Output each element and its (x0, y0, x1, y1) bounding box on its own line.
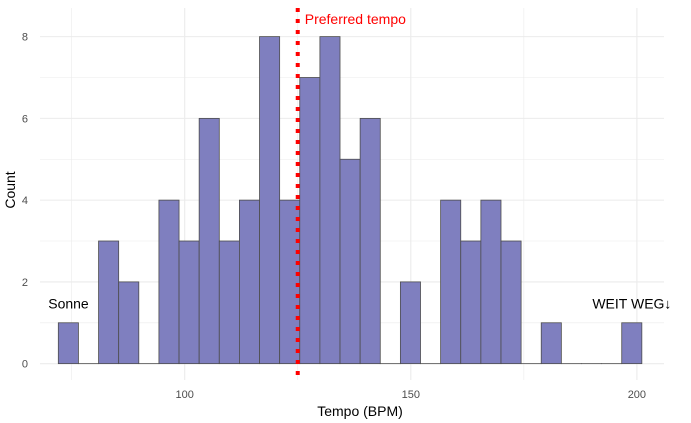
histogram-bar-14 (340, 159, 360, 363)
histogram-bar-17 (400, 282, 420, 364)
y-tick-label: 6 (22, 113, 28, 125)
histogram-bar-6 (179, 241, 199, 364)
y-tick-label: 4 (22, 195, 28, 207)
annotation-weit-weg: WEIT WEG↓ (592, 295, 671, 311)
histogram-bar-21 (481, 200, 501, 364)
histogram-bar-12 (300, 77, 320, 363)
histogram-bar-0 (58, 323, 78, 364)
y-axis-title: Count (2, 171, 18, 208)
histogram-bar-20 (461, 241, 481, 364)
histogram-bar-15 (360, 118, 380, 363)
histogram-bar-19 (441, 200, 461, 364)
x-tick-label: 150 (402, 389, 420, 401)
histogram-bar-13 (320, 37, 340, 364)
x-axis-ticks: 100 150 200 (176, 389, 647, 401)
histogram-bar-9 (239, 200, 259, 364)
y-tick-label: 2 (22, 277, 28, 289)
histogram-bar-2 (99, 241, 119, 364)
y-tick-label: 0 (22, 359, 28, 371)
histogram-bar-5 (159, 200, 179, 364)
x-tick-label: 200 (628, 389, 646, 401)
histogram-bar-28 (622, 323, 642, 364)
histogram-bar-8 (219, 241, 239, 364)
histogram-bar-3 (119, 282, 139, 364)
histogram-bar-10 (260, 37, 280, 364)
x-axis-title: Tempo (BPM) (317, 403, 403, 419)
y-tick-label: 8 (22, 32, 28, 44)
histogram-bar-24 (541, 323, 561, 364)
x-tick-label: 100 (176, 389, 194, 401)
annotation-sonne: Sonne (48, 295, 89, 311)
histogram-bar-22 (501, 241, 521, 364)
histogram-bar-7 (199, 118, 219, 363)
preferred-tempo-label: Preferred tempo (305, 11, 406, 27)
y-axis-ticks: 0 2 4 6 8 (22, 32, 28, 371)
